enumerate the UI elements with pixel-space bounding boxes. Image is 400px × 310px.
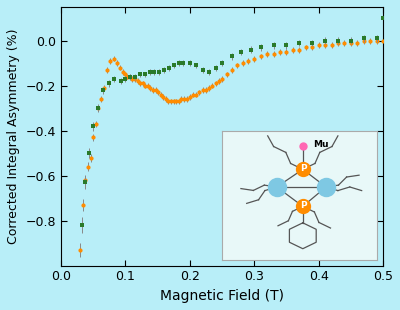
Y-axis label: Corrected Integral Asymmetry (%): Corrected Integral Asymmetry (%) [7,29,20,244]
X-axis label: Magnetic Field (T): Magnetic Field (T) [160,289,284,303]
